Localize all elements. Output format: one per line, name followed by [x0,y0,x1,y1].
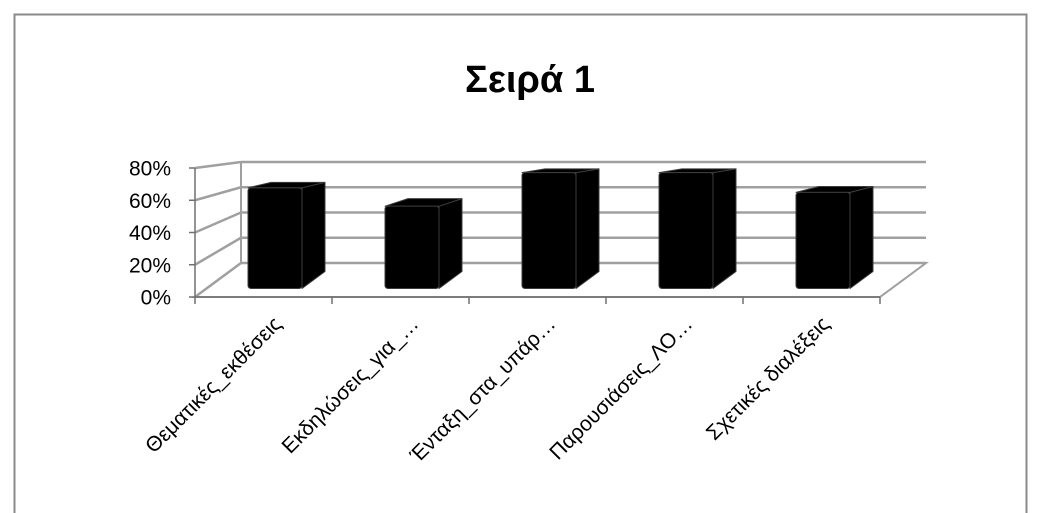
bar [521,168,600,290]
gridline-side-wall [194,160,242,170]
bar-front-face [247,187,303,290]
bar-front-face [384,205,440,289]
gridline-side-wall [194,236,242,266]
bar [384,198,463,289]
x-tick-label: Εκδηλώσεις_για_… [278,312,424,458]
bar [247,181,326,290]
bar-front-face [795,191,851,289]
bar-side-face [301,181,326,289]
bar-front-face [658,172,714,290]
bar-side-face [849,186,874,289]
bar [795,186,874,289]
y-tick-label: 60% [129,190,171,213]
y-tick-label: 20% [129,254,171,277]
bar-side-face [712,168,737,289]
gridline-side-wall [194,211,242,234]
x-tick-label: Θεματικές_εκθέσεις [141,312,286,457]
gridline-side-wall [194,186,242,202]
chart-border [13,13,1028,513]
y-tick-label: 80% [129,158,171,181]
bar [658,168,737,290]
x-tick-label: Παρουσιάσεις_ΛΟ… [545,312,697,464]
y-tick-label: 0% [141,287,171,310]
bar-front-face [521,172,577,290]
x-tick-label: Σχετικές διαλέξεις [702,312,834,444]
gridline-side-wall [194,261,242,299]
y-tick-label: 40% [129,222,171,245]
chart-title: Σειρά 1 [465,59,595,101]
plot-area: 0% 20% 40% 60% 80% Θεματικές_εκθέσειςΕκδηλώσε… [129,158,930,468]
x-tick-label: Ένταξη_στα_υπάρ… [405,312,560,467]
bar-side-face [575,168,600,289]
